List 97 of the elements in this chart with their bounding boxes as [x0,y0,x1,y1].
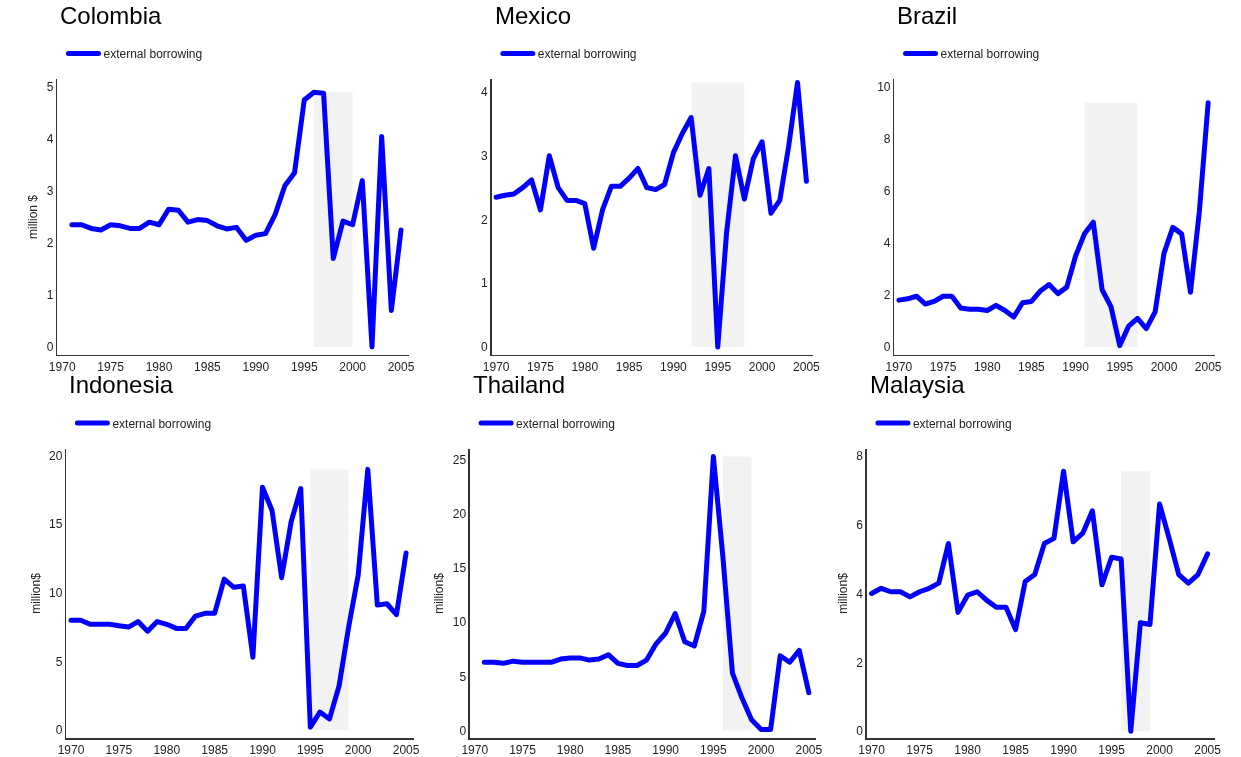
chart-title: Brazil [897,2,958,29]
x-tick-label: 1985 [201,743,229,757]
x-tick-label: 1990 [249,743,277,757]
x-tick-label: 1975 [929,359,957,374]
x-tick-label: 1980 [973,359,1001,374]
x-tick-label: 1975 [509,743,537,757]
y-tick-label: 3 [481,148,489,163]
legend-label: external borrowing [940,47,1040,62]
y-axis-title: million$ [835,572,850,614]
chart-title: Mexico [495,2,572,29]
y-tick-label: 5 [459,669,467,684]
y-tick-label: 4 [481,85,489,100]
legend-label: external borrowing [912,416,1012,431]
y-axis-title: million $ [26,194,41,239]
legend-label: external borrowing [103,47,203,62]
x-tick-label: 2005 [1194,743,1222,757]
y-tick-label: 5 [55,654,63,669]
x-tick-label: 2005 [795,743,823,757]
x-tick-label: 1985 [1018,359,1046,374]
y-tick-label: 10 [877,80,891,95]
y-tick-label: 4 [883,236,891,251]
y-tick-label: 2 [481,212,489,227]
y-tick-label: 10 [48,585,63,600]
legend-label: external borrowing [112,416,212,431]
x-tick-label: 2000 [1146,743,1174,757]
x-tick-label: 1980 [153,743,181,757]
y-tick-label: 25 [452,452,467,467]
chart-title: Indonesia [69,371,174,398]
x-tick-label: 1975 [906,743,934,757]
y-axis-title: million$ [432,572,447,614]
x-tick-label: 2000 [748,359,776,374]
y-tick-label: 4 [856,586,864,601]
chart-title: Thailand [473,371,566,398]
x-tick-label: 1995 [1106,359,1134,374]
x-tick-label: 1995 [290,359,318,374]
x-tick-label: 2000 [747,743,775,757]
chart-title: Malaysia [870,371,966,398]
y-tick-label: 2 [46,236,54,251]
x-tick-label: 2005 [387,359,415,374]
x-tick-label: 1970 [48,359,76,374]
x-tick-label: 1995 [704,359,732,374]
y-tick-label: 1 [481,276,489,291]
x-tick-label: 1995 [296,743,324,757]
x-tick-label: 1990 [1050,743,1078,757]
y-tick-label: 20 [452,507,467,522]
x-tick-label: 1985 [1002,743,1030,757]
x-tick-label: 1975 [527,359,555,374]
y-tick-label: 6 [883,184,891,199]
x-tick-label: 2005 [392,743,420,757]
x-tick-label: 1980 [145,359,173,374]
x-tick-label: 1970 [482,359,510,374]
legend-label: external borrowing [537,47,637,62]
y-tick-label: 4 [46,132,54,147]
x-tick-label: 1980 [571,359,599,374]
y-tick-label: 5 [46,80,54,95]
x-tick-label: 2000 [344,743,372,757]
y-tick-label: 2 [856,655,864,670]
x-tick-label: 1970 [461,743,489,757]
y-tick-label: 15 [48,517,63,532]
legend-label: external borrowing [516,416,615,431]
x-tick-label: 1985 [194,359,222,374]
x-tick-label: 1985 [615,359,643,374]
x-tick-label: 1990 [652,743,680,757]
y-tick-label: 0 [46,340,54,355]
y-tick-label: 0 [883,340,891,355]
x-tick-label: 1970 [57,743,85,757]
y-tick-label: 0 [856,724,864,739]
x-tick-label: 1975 [105,743,133,757]
x-tick-label: 2000 [1150,359,1178,374]
chart-title: Colombia [60,2,163,29]
x-tick-label: 1980 [954,743,982,757]
x-tick-label: 1970 [858,743,886,757]
y-tick-label: 6 [856,517,864,532]
x-tick-label: 1980 [556,743,584,757]
y-tick-label: 10 [452,615,467,630]
x-tick-label: 1990 [242,359,270,374]
x-tick-label: 1995 [1098,743,1126,757]
y-axis-title: million$ [28,572,43,614]
x-tick-label: 1975 [97,359,125,374]
x-tick-label: 2005 [793,359,821,374]
x-tick-label: 2005 [1194,359,1222,374]
y-tick-label: 2 [883,288,891,303]
x-tick-label: 2000 [339,359,367,374]
y-tick-label: 3 [46,184,54,199]
x-tick-label: 1995 [700,743,728,757]
y-tick-label: 0 [481,340,489,355]
x-tick-label: 1985 [604,743,632,757]
y-tick-label: 1 [46,288,54,303]
y-tick-label: 8 [856,448,864,463]
y-tick-label: 8 [883,132,891,147]
y-tick-label: 0 [55,723,63,738]
y-tick-label: 0 [459,723,467,738]
x-tick-label: 1990 [660,359,688,374]
x-tick-label: 1990 [1062,359,1090,374]
y-tick-label: 15 [452,561,467,576]
x-tick-label: 1970 [885,359,913,374]
y-tick-label: 20 [48,448,63,463]
